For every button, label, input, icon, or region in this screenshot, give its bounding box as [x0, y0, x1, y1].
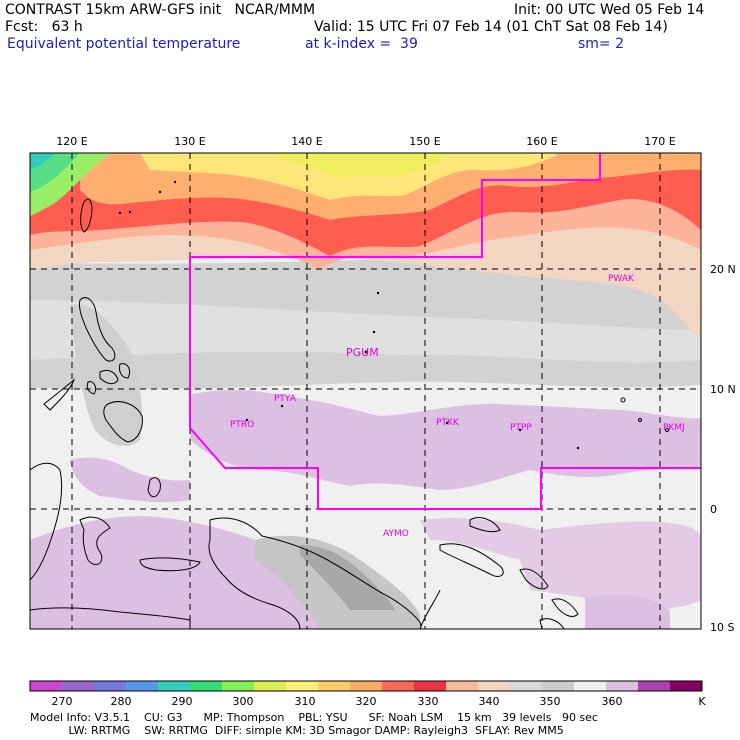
colorbar-swatch — [158, 681, 191, 691]
lat-label-0: 0 — [710, 503, 717, 516]
colorbar-swatch — [414, 681, 447, 691]
station-ptro: PTRO — [230, 420, 254, 430]
colorbar-swatch — [62, 681, 95, 691]
colorbar-label-350: 350 — [539, 695, 561, 708]
lat-label-10s: 10 S — [710, 621, 735, 634]
colorbar-label-310: 310 — [294, 695, 316, 708]
header-k-index: at k-index = 39 — [305, 36, 418, 52]
colorbar-label-320: 320 — [355, 695, 377, 708]
station-pwak: PWAK — [608, 274, 635, 284]
colorbar-label-290: 290 — [171, 695, 193, 708]
colorbar-label-360: 360 — [601, 695, 623, 708]
header-model-title: CONTRAST 15km ARW-GFS init NCAR/MMM — [5, 2, 316, 18]
station-ptpp: PTPP — [510, 423, 532, 433]
colorbar — [30, 681, 703, 691]
footer-physics-info: LW: RRTMG SW: RRTMG DIFF: simple KM: 3D … — [30, 724, 564, 737]
colorbar-swatch — [190, 681, 223, 691]
colorbar-swatch — [542, 681, 575, 691]
colorbar-label-300: 300 — [232, 695, 254, 708]
colorbar-label-280: 280 — [110, 695, 132, 708]
colorbar-swatch — [30, 681, 63, 691]
colorbar-swatch — [94, 681, 127, 691]
colorbar-label-340: 340 — [478, 695, 500, 708]
colorbar-swatch — [382, 681, 415, 691]
header-init-time: Init: 00 UTC Wed 05 Feb 14 — [514, 2, 705, 18]
header-smoothing: sm= 2 — [578, 36, 625, 52]
station-ptkk: PTKK — [436, 418, 460, 428]
colorbar-unit-label: K — [698, 695, 706, 708]
lon-label-130e: 130 E — [174, 135, 206, 148]
coastlines — [29, 198, 669, 630]
island-points — [118, 180, 580, 450]
colorbar-swatch — [126, 681, 159, 691]
colorbar-swatch — [350, 681, 383, 691]
colorbar-label-270: 270 — [51, 695, 73, 708]
lon-label-140e: 140 E — [291, 135, 323, 148]
lon-label-150e: 150 E — [409, 135, 441, 148]
header-valid-time: Valid: 15 UTC Fri 07 Feb 14 (01 ChT Sat … — [314, 19, 668, 35]
colorbar-swatch — [286, 681, 319, 691]
region-boundary — [189, 153, 701, 510]
colorbar-swatch — [318, 681, 351, 691]
map-frame — [29, 152, 702, 630]
colorbar-swatch — [446, 681, 479, 691]
station-ptya: PTYA — [274, 394, 297, 404]
station-pkmj: PKMJ — [663, 423, 685, 433]
lon-label-160e: 160 E — [526, 135, 558, 148]
colorbar-swatch — [574, 681, 607, 691]
colorbar-swatch — [606, 681, 639, 691]
footer-model-info: Model Info: V3.5.1 CU: G3 MP: Thompson P… — [30, 711, 598, 724]
colorbar-swatch — [670, 681, 703, 691]
colorbar-swatch — [254, 681, 287, 691]
header-field-name: Equivalent potential temperature — [7, 36, 241, 52]
theta-e-field — [30, 153, 701, 629]
colorbar-swatch — [478, 681, 511, 691]
lon-label-120e: 120 E — [56, 135, 88, 148]
station-aymo: AYMO — [383, 529, 409, 539]
colorbar-swatch — [638, 681, 671, 691]
colorbar-label-330: 330 — [417, 695, 439, 708]
lat-label-20n: 20 N — [710, 263, 736, 276]
header-forecast-hour: Fcst: 63 h — [5, 19, 83, 35]
station-pgum: PGUM — [346, 346, 379, 359]
lon-label-170e: 170 E — [644, 135, 676, 148]
colorbar-frame — [29, 680, 703, 692]
colorbar-swatch — [510, 681, 543, 691]
lat-label-10n: 10 N — [710, 383, 736, 396]
colorbar-swatch — [222, 681, 255, 691]
